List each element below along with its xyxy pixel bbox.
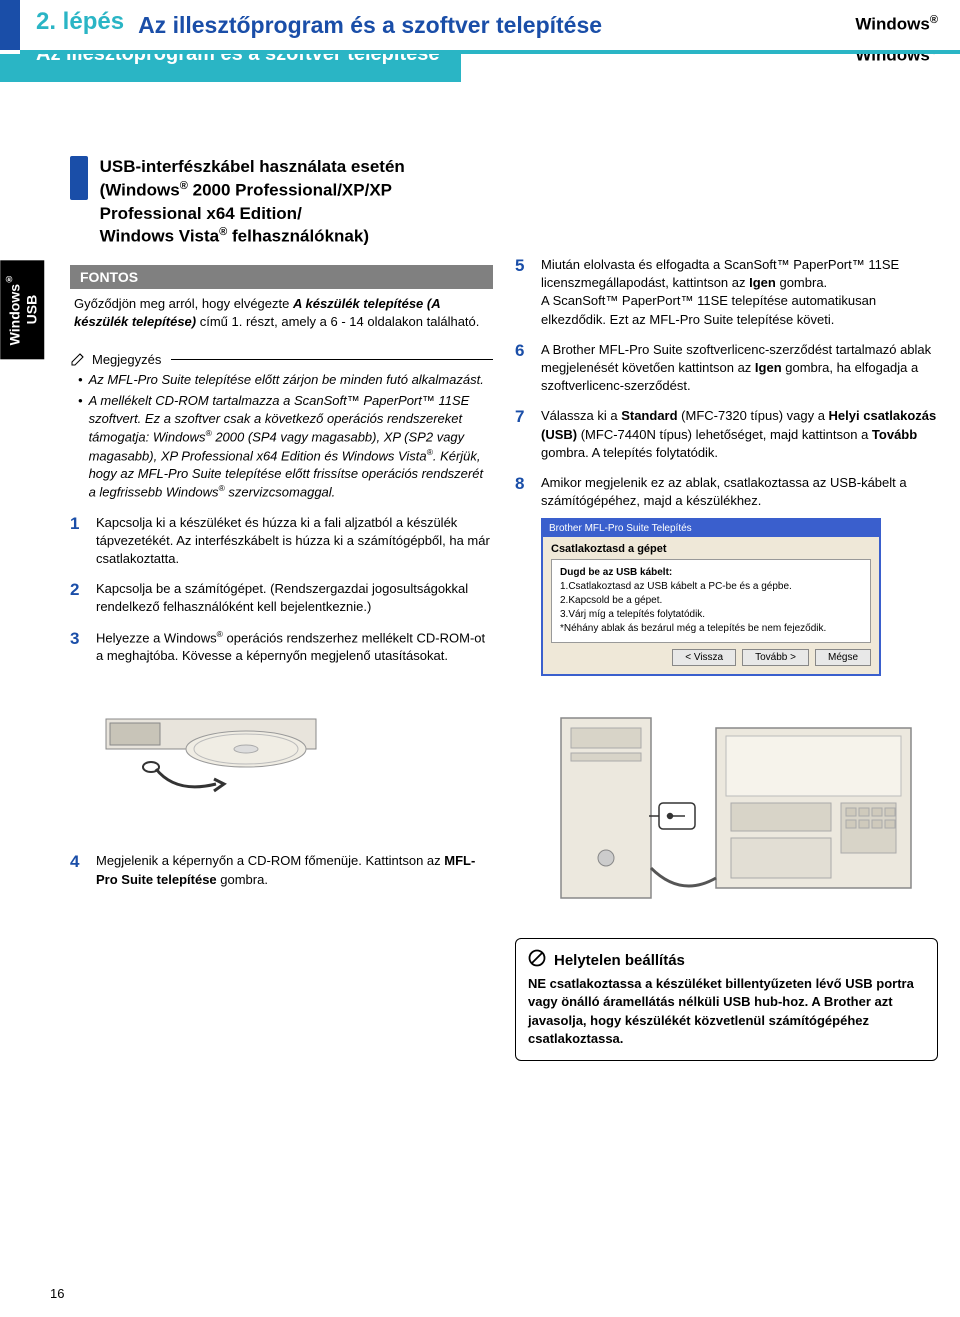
- note-body: •Az MFL-Pro Suite telepítése előtt zárjo…: [70, 371, 493, 501]
- windows-platform-label: Windows®: [855, 14, 938, 50]
- screenshot-titlebar: Brother MFL-Pro Suite Telepítés: [543, 520, 879, 537]
- left-column: USB-interfészkábel használata esetén (Wi…: [70, 156, 493, 1061]
- cd-drive-illustration: [96, 679, 493, 812]
- note-pencil-icon: [70, 351, 86, 367]
- step-1: 1 Kapcsolja ki a készüléket és húzza ki …: [70, 514, 493, 569]
- main-content: USB-interfészkábel használata esetén (Wi…: [0, 138, 960, 1061]
- page-number: 16: [50, 1286, 64, 1301]
- improper-setup-box: Helytelen beállítás NE csatlakoztassa a …: [515, 938, 938, 1061]
- improper-body: NE csatlakoztassa a készüléket billentyű…: [528, 975, 925, 1048]
- note-title: Megjegyzés: [92, 352, 161, 367]
- blue-corner-tab: [0, 0, 20, 50]
- section-title: Az illesztőprogram és a szoftver telepít…: [138, 12, 602, 39]
- usb-heading-line3b: felhasználóknak): [227, 227, 369, 246]
- usb-heading-block: USB-interfészkábel használata esetén (Wi…: [70, 156, 493, 249]
- fontos-header: FONTOS: [70, 265, 493, 289]
- screenshot-back-button: < Vissza: [672, 649, 736, 666]
- installer-screenshot: Brother MFL-Pro Suite Telepítés Csatlako…: [541, 518, 881, 676]
- prohibit-icon: [528, 949, 546, 971]
- note-header: Megjegyzés: [70, 351, 493, 367]
- pc-printer-illustration: [541, 688, 921, 918]
- step-7: 7 Válassza ki a Standard (MFC-7320 típus…: [515, 407, 938, 462]
- side-windows-usb-tab: Windows® USB: [0, 260, 44, 359]
- usb-heading-line1: USB-interfészkábel használata esetén: [100, 157, 405, 176]
- step-8: 8 Amikor megjelenik ez az ablak, csatlak…: [515, 474, 938, 510]
- improper-title: Helytelen beállítás: [554, 952, 685, 969]
- blue-flag-icon: [70, 156, 88, 200]
- usb-heading-line2a: (Windows: [100, 181, 180, 200]
- step-5: 5 Miután elolvasta és elfogadta a ScanSo…: [515, 256, 938, 329]
- usb-heading-line3a: Windows Vista: [100, 227, 220, 246]
- screenshot-subhead: Csatlakoztasd a gépet: [551, 543, 871, 555]
- step-4: 4 Megjelenik a képernyőn a CD-ROM főmenü…: [70, 852, 493, 888]
- step-3: 3 Helyezze a Windows® operációs rendszer…: [70, 629, 493, 666]
- step-6: 6 A Brother MFL-Pro Suite szoftverlicenc…: [515, 341, 938, 396]
- screenshot-cancel-button: Mégse: [815, 649, 871, 666]
- right-column: 5 Miután elolvasta és elfogadta a ScanSo…: [515, 156, 938, 1061]
- screenshot-instruction-box: Dugd be az USB kábelt: 1.Csatlakoztasd a…: [551, 559, 871, 643]
- step-number-label: 2. lépés: [36, 8, 124, 35]
- screenshot-next-button: Tovább >: [742, 649, 809, 666]
- note-divider: [171, 359, 493, 360]
- fontos-body: Győződjön meg arról, hogy elvégezte A ké…: [70, 289, 493, 337]
- step-2: 2 Kapcsolja be a számítógépet. (Rendszer…: [70, 580, 493, 616]
